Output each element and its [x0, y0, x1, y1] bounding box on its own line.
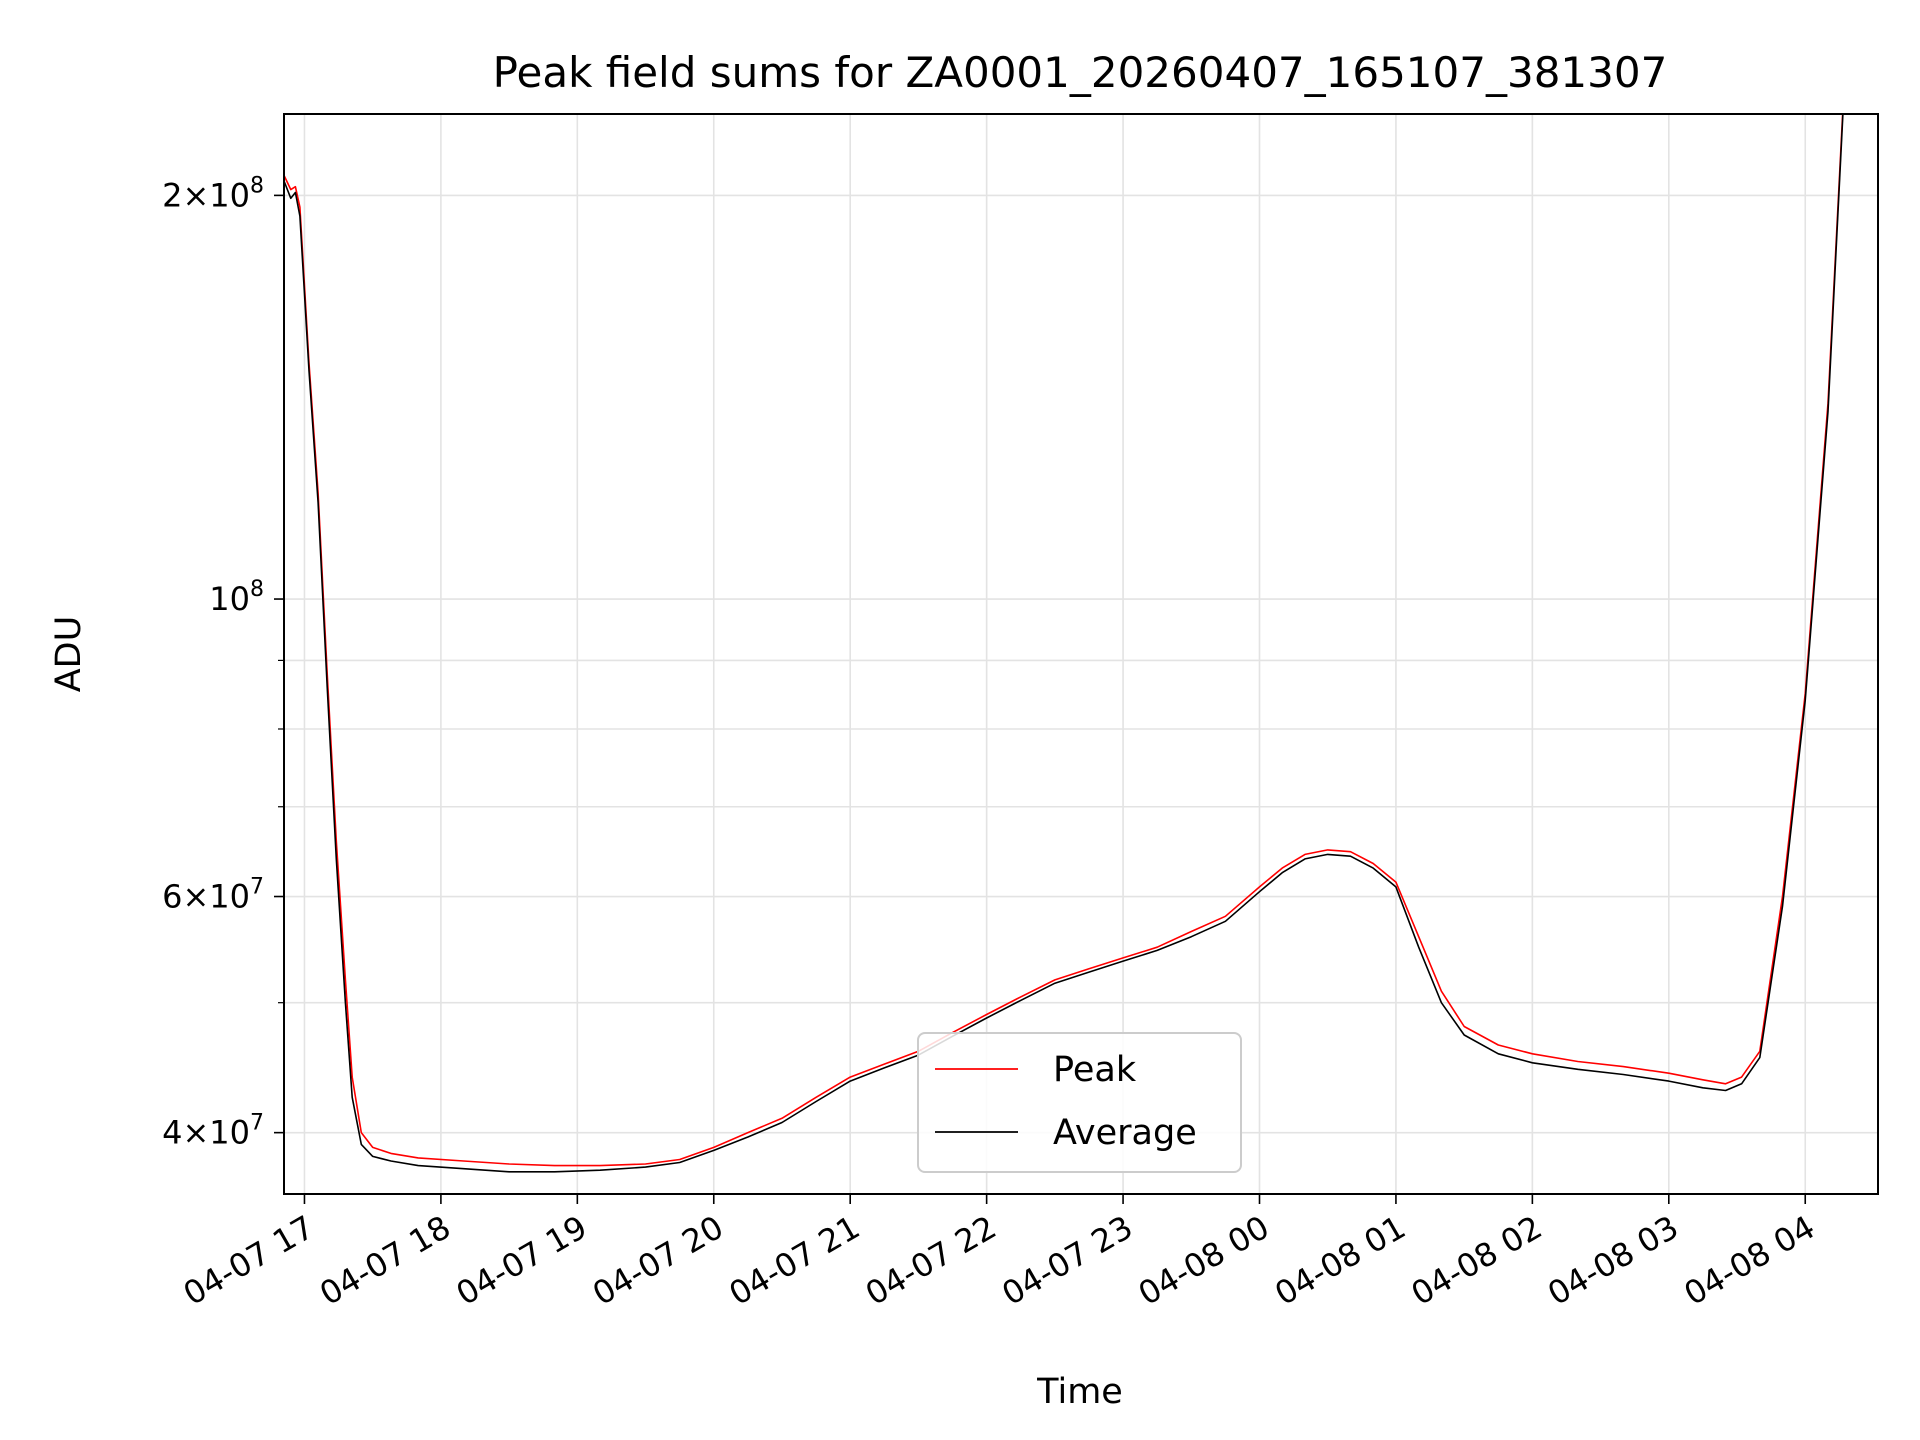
plot-frame — [283, 113, 1879, 1195]
x-axis-label: Time — [1036, 1372, 1123, 1412]
series-layer — [284, 114, 1844, 1173]
y-tick-label: 2×108 — [162, 173, 264, 214]
legend: Peak Average — [917, 1032, 1242, 1173]
series-line-peak — [284, 114, 1844, 1167]
y-tick-label: 6×107 — [162, 875, 264, 916]
chart-title: Peak field sums for ZA0001_20260407_1651… — [493, 48, 1668, 97]
y-tick-label: 108 — [209, 577, 264, 618]
legend-label-average: Average — [1053, 1113, 1197, 1153]
series-line-average — [284, 114, 1844, 1173]
y-tick-label: 4×107 — [162, 1111, 264, 1152]
y-axis: 4×107 6×107 108 2×108 — [162, 173, 284, 1152]
legend-box — [917, 1032, 1242, 1173]
grid — [284, 114, 1878, 1194]
y-axis-label: ADU — [49, 616, 89, 693]
legend-label-peak: Peak — [1053, 1050, 1137, 1090]
